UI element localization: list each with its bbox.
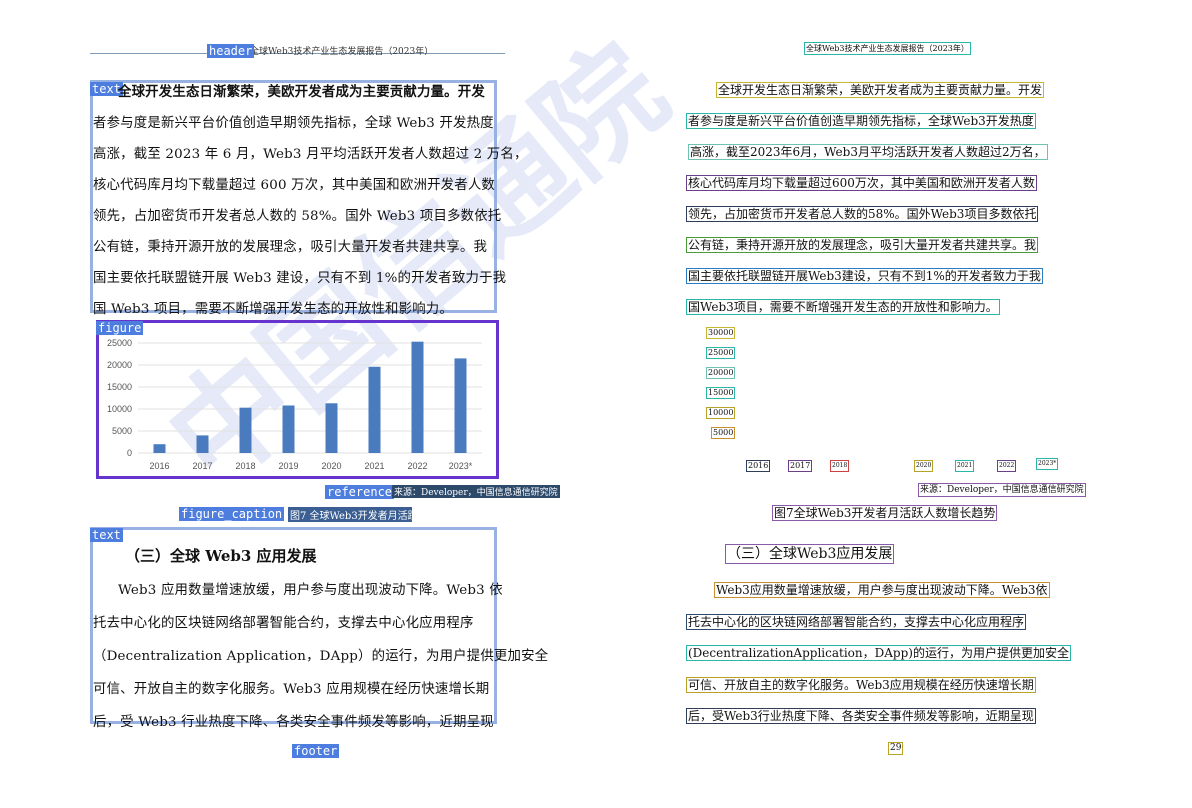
right-paragraph-1-line: 国主要依托联盟链开展Web3建设，只有不到1%的开发者致力于我: [686, 268, 1043, 284]
right-y-tick-label: 30000: [706, 327, 736, 339]
right-x-tick-label: 2021: [955, 460, 975, 472]
bar-2018: [239, 407, 252, 453]
left-header-text: 全球Web3技术产业生态发展报告（2023年）: [250, 47, 434, 57]
right-paragraph-1-line: 公有链，秉持开源开放的发展理念，吸引大量开发者共建共享。我: [686, 237, 1039, 253]
right-paragraph-1-line: 全球开发生态日渐繁荣，美欧开发者成为主要贡献力量。开发: [716, 82, 1045, 98]
right-paragraph-1-line: 国Web3项目，需要不断增强开发生态的开放性和影响力。: [686, 299, 1000, 315]
x-tick-label: 2018: [235, 461, 255, 471]
x-tick-label: 2019: [278, 461, 298, 471]
x-tick-label: 2023*: [449, 461, 473, 471]
tag-footer: footer: [292, 744, 340, 758]
left-paragraph-2-line: 后，受 Web3 行业热度下降、各类安全事件频发等影响，近期呈现: [93, 715, 494, 730]
tag-figure: figure: [96, 321, 144, 335]
bar-2022: [411, 341, 424, 453]
right-caption-text: 图7全球Web3开发者月活跃人数增长趋势: [772, 505, 998, 521]
right-x-tick-label: 2020: [914, 460, 934, 472]
tag-text-2: text: [90, 528, 123, 542]
right-x-tick-label: 2016: [746, 460, 771, 472]
right-x-tick-label: 2018: [830, 460, 850, 472]
right-x-tick-label: 2023*: [1036, 458, 1059, 470]
right-reference-text: 来源：Developer，中国信息通信研究院: [918, 483, 1086, 497]
tag-header: header: [207, 44, 255, 58]
y-tick-label: 10000: [107, 404, 132, 414]
tag-figure-caption: figure_caption: [179, 507, 285, 521]
x-tick-label: 2017: [192, 461, 212, 471]
header-rule: [90, 53, 505, 54]
y-tick-label: 5000: [112, 426, 132, 436]
right-paragraph-1-line: 领先，占加密货币开发者总人数的58%。国外Web3项目多数依托: [686, 206, 1039, 222]
left-paragraph-1-line: 领先，占加密货币开发者总人数的 58%。国外 Web3 项目多数依托: [93, 209, 502, 224]
right-paragraph-1-line: 高涨，截至2023年6月，Web3月平均活跃开发者人数超过2万名，: [688, 144, 1048, 160]
x-tick-label: 2021: [364, 461, 384, 471]
left-paragraph-2-line: （Decentralization Application，DApp）的运行，为…: [93, 649, 549, 664]
y-tick-label: 15000: [107, 382, 132, 392]
right-paragraph-2-line: (DecentralizationApplication，DApp)的运行，为用…: [686, 645, 1071, 661]
bar-2020: [325, 403, 338, 453]
tag-reference: reference: [325, 485, 395, 499]
bar-2019: [282, 405, 295, 453]
right-x-tick-label: 2022: [997, 460, 1017, 472]
left-paragraph-1-line: 国 Web3 项目，需要不断增强开发生态的开放性和影响力。: [93, 302, 453, 317]
left-section-title: （三）全球 Web3 应用发展: [125, 547, 317, 565]
right-y-tick-label: 10000: [706, 407, 736, 419]
y-tick-label: 0: [127, 448, 132, 458]
left-paragraph-2-line: 可信、开放自主的数字化服务。Web3 应用规模在经历快速增长期: [93, 682, 490, 697]
left-figure-box: [96, 320, 499, 479]
bar-2021: [368, 366, 381, 453]
left-paragraph-2-line: 托去中心化的区块链网络部署智能合约，支撑去中心化应用程序: [93, 616, 474, 631]
left-paragraph-1-line: 者参与度是新兴平台价值创造早期领先指标，全球 Web3 开发热度: [93, 116, 494, 131]
left-paragraph-1-line: 公有链，秉持开源开放的发展理念，吸引大量开发者共建共享。我: [93, 240, 488, 255]
bar-2023*: [454, 358, 467, 453]
right-y-tick-label: 20000: [706, 367, 736, 379]
right-x-tick-label: 2017: [788, 460, 813, 472]
right-page-number: 29: [888, 742, 904, 755]
right-paragraph-2-line: 可信、开放自主的数字化服务。Web3应用规模在经历快速增长期: [686, 676, 1036, 693]
right-paragraph-1-line: 者参与度是新兴平台价值创造早期领先指标，全球Web3开发热度: [686, 113, 1036, 129]
x-tick-label: 2022: [407, 461, 427, 471]
right-header-text: 全球Web3技术产业生态发展报告（2023年）: [804, 42, 971, 55]
y-tick-label: 20000: [107, 360, 132, 370]
right-y-tick-label: 15000: [706, 387, 736, 399]
left-paragraph-1-line: 核心代码库月均下载量超过 600 万次，其中美国和欧洲开发者人数: [93, 178, 496, 193]
left-caption-text: 图7 全球Web3开发者月活跃人数增长趋势: [288, 507, 412, 522]
left-paragraph-1-line: 高涨，截至 2023 年 6 月，Web3 月平均活跃开发者人数超过 2 万名，: [93, 147, 528, 162]
left-paragraph-1-line: 全球开发生态日渐繁荣，美欧开发者成为主要贡献力量。开发: [118, 84, 485, 100]
right-paragraph-2-line: Web3应用数量增速放缓，用户参与度出现波动下降。Web3依: [714, 582, 1050, 598]
left-text-block-1: [90, 80, 497, 313]
right-y-tick-label: 25000: [706, 347, 736, 359]
bar-chart: 0 5000 10000 15000 20000 25000 2016 2017 2018 201…: [107, 338, 482, 471]
x-tick-label: 2016: [149, 461, 169, 471]
left-paragraph-2-line: Web3 应用数量增速放缓，用户参与度出现波动下降。Web3 依: [118, 583, 503, 598]
x-tick-label: 2020: [321, 461, 341, 471]
left-text-block-2: [90, 527, 497, 724]
left-reference-text: 来源：Developer，中国信息通信研究院: [392, 485, 560, 498]
left-paragraph-1-line: 国主要依托联盟链开展 Web3 建设，只有不到 1%的开发者致力于我: [93, 271, 507, 286]
bar-2017: [196, 435, 209, 453]
y-tick-label: 25000: [107, 338, 132, 348]
right-paragraph-1-line: 核心代码库月均下载量超过600万次，其中美国和欧洲开发者人数: [686, 175, 1037, 191]
tag-text-1: text: [90, 82, 123, 96]
right-paragraph-2-line: 托去中心化的区块链网络部署智能合约，支撑去中心化应用程序: [686, 613, 1027, 630]
right-section-title: （三）全球Web3应用发展: [725, 544, 895, 564]
right-paragraph-2-line: 后，受Web3行业热度下降、各类安全事件频发等影响，近期呈现: [686, 708, 1036, 724]
bar-2016: [153, 444, 166, 453]
right-y-tick-label: 5000: [711, 427, 736, 439]
